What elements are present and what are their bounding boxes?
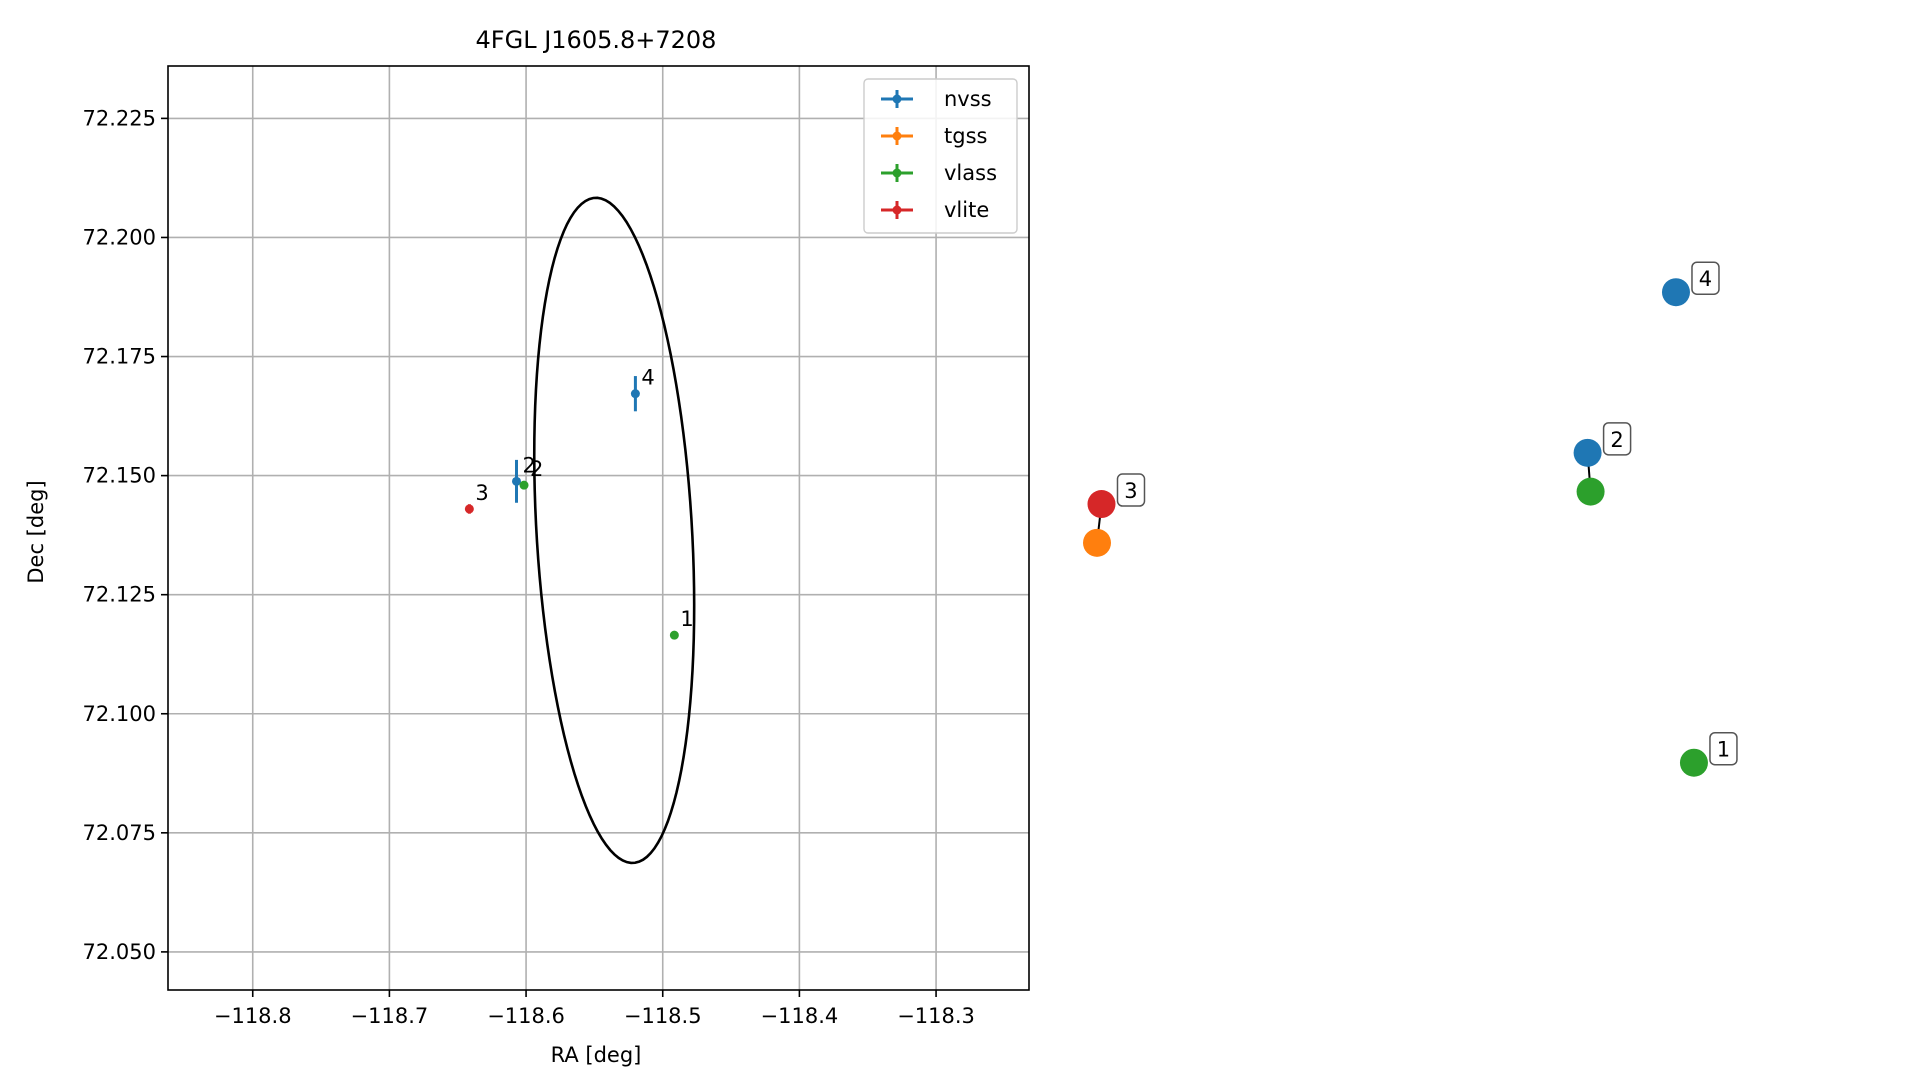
point-marker: [512, 476, 521, 486]
network-node: [1087, 490, 1116, 519]
plot-frame: [167, 65, 1030, 991]
network-node: [1576, 477, 1605, 506]
legend-swatch-dot: [892, 94, 902, 104]
network-labels: 4 2 3 1: [1116, 261, 1738, 766]
legend-entry-nvss: nvss: [881, 87, 992, 111]
data-point-vlass-1: 1: [669, 607, 694, 640]
y-axis-ticks: 72.050 72.075 72.100 72.125 72.150 72.175 72.2…: [83, 106, 168, 964]
point-marker: [630, 389, 640, 399]
x-tick-label: −118.6: [487, 1004, 565, 1028]
node-label-text: 1: [1717, 738, 1730, 762]
network-edges: [1096, 452, 1592, 543]
legend-entry-vlite: vlite: [881, 198, 989, 222]
node-label-text: 4: [1699, 267, 1712, 291]
y-tick-label: 72.075: [83, 821, 156, 845]
x-tick-label: −118.3: [897, 1004, 975, 1028]
point-label: 2: [530, 457, 543, 481]
error-ellipse-layer: [532, 196, 696, 865]
node-label-box: [1691, 261, 1720, 295]
node-label-text: 2: [1610, 428, 1623, 452]
node-label-3: 3: [1116, 473, 1146, 507]
legend-label: tgss: [944, 124, 987, 148]
point-label: 3: [475, 481, 488, 505]
x-axis-label: RA [deg]: [551, 1043, 642, 1067]
x-tick-label: −118.5: [624, 1004, 702, 1028]
legend-swatch-dot: [892, 168, 902, 178]
network-node: [1679, 748, 1708, 777]
node-label-box: [1602, 422, 1632, 456]
point-marker: [464, 504, 474, 514]
y-tick-label: 72.175: [83, 345, 156, 369]
y-axis-label: Dec [deg]: [24, 480, 48, 583]
x-tick-label: −118.7: [351, 1004, 429, 1028]
y-tick-label: 72.225: [83, 106, 156, 130]
legend-frame: [863, 78, 1018, 234]
node-label-1: 1: [1709, 731, 1738, 766]
point-marker: [519, 480, 529, 490]
data-point-nvss-4: 4: [630, 366, 655, 412]
y-tick-label: 72.100: [83, 702, 156, 726]
node-label-4: 4: [1691, 261, 1720, 295]
network-node: [1573, 438, 1602, 467]
x-tick-label: −118.4: [761, 1004, 839, 1028]
legend-entry-tgss: tgss: [881, 124, 987, 148]
node-label-2: 2: [1602, 422, 1632, 456]
point-label: 4: [641, 366, 654, 390]
node-label-text: 3: [1124, 479, 1137, 503]
data-point-nvss-2: 2: [512, 453, 536, 503]
network-node: [1083, 528, 1111, 557]
legend-entry-vlass: vlass: [881, 161, 997, 185]
legend-label: vlass: [944, 161, 997, 185]
network-node: [1661, 278, 1690, 307]
node-label-box: [1709, 731, 1738, 766]
x-axis-ticks: −118.8 −118.7 −118.6 −118.5 −118.4 −118.3: [214, 990, 975, 1028]
y-tick-label: 72.200: [83, 225, 156, 249]
legend-swatch-dot: [892, 131, 902, 141]
x-tick-label: −118.8: [214, 1004, 292, 1028]
y-tick-label: 72.050: [83, 940, 156, 964]
network-graph: 4 2 3 1: [1083, 261, 1738, 777]
legend: nvss tgss vlass vlite: [863, 78, 1018, 234]
point-label: 1: [680, 607, 693, 631]
point-marker: [669, 630, 679, 640]
node-label-box: [1116, 473, 1146, 507]
point-label: 2: [523, 453, 536, 477]
legend-label: nvss: [944, 87, 992, 111]
data-point-vlass-2: 2: [519, 457, 543, 490]
legend-swatch-dot: [892, 205, 902, 215]
network-nodes: [1083, 278, 1708, 777]
legend-label: vlite: [944, 198, 989, 222]
y-tick-label: 72.150: [83, 464, 156, 488]
data-points-layer: 2 4 2 1 3: [464, 366, 694, 640]
y-tick-label: 72.125: [83, 583, 156, 607]
chart-title: 4FGL J1605.8+7208: [476, 26, 717, 54]
data-point-vlite-3: 3: [464, 481, 489, 514]
error-ellipse: [532, 196, 696, 865]
